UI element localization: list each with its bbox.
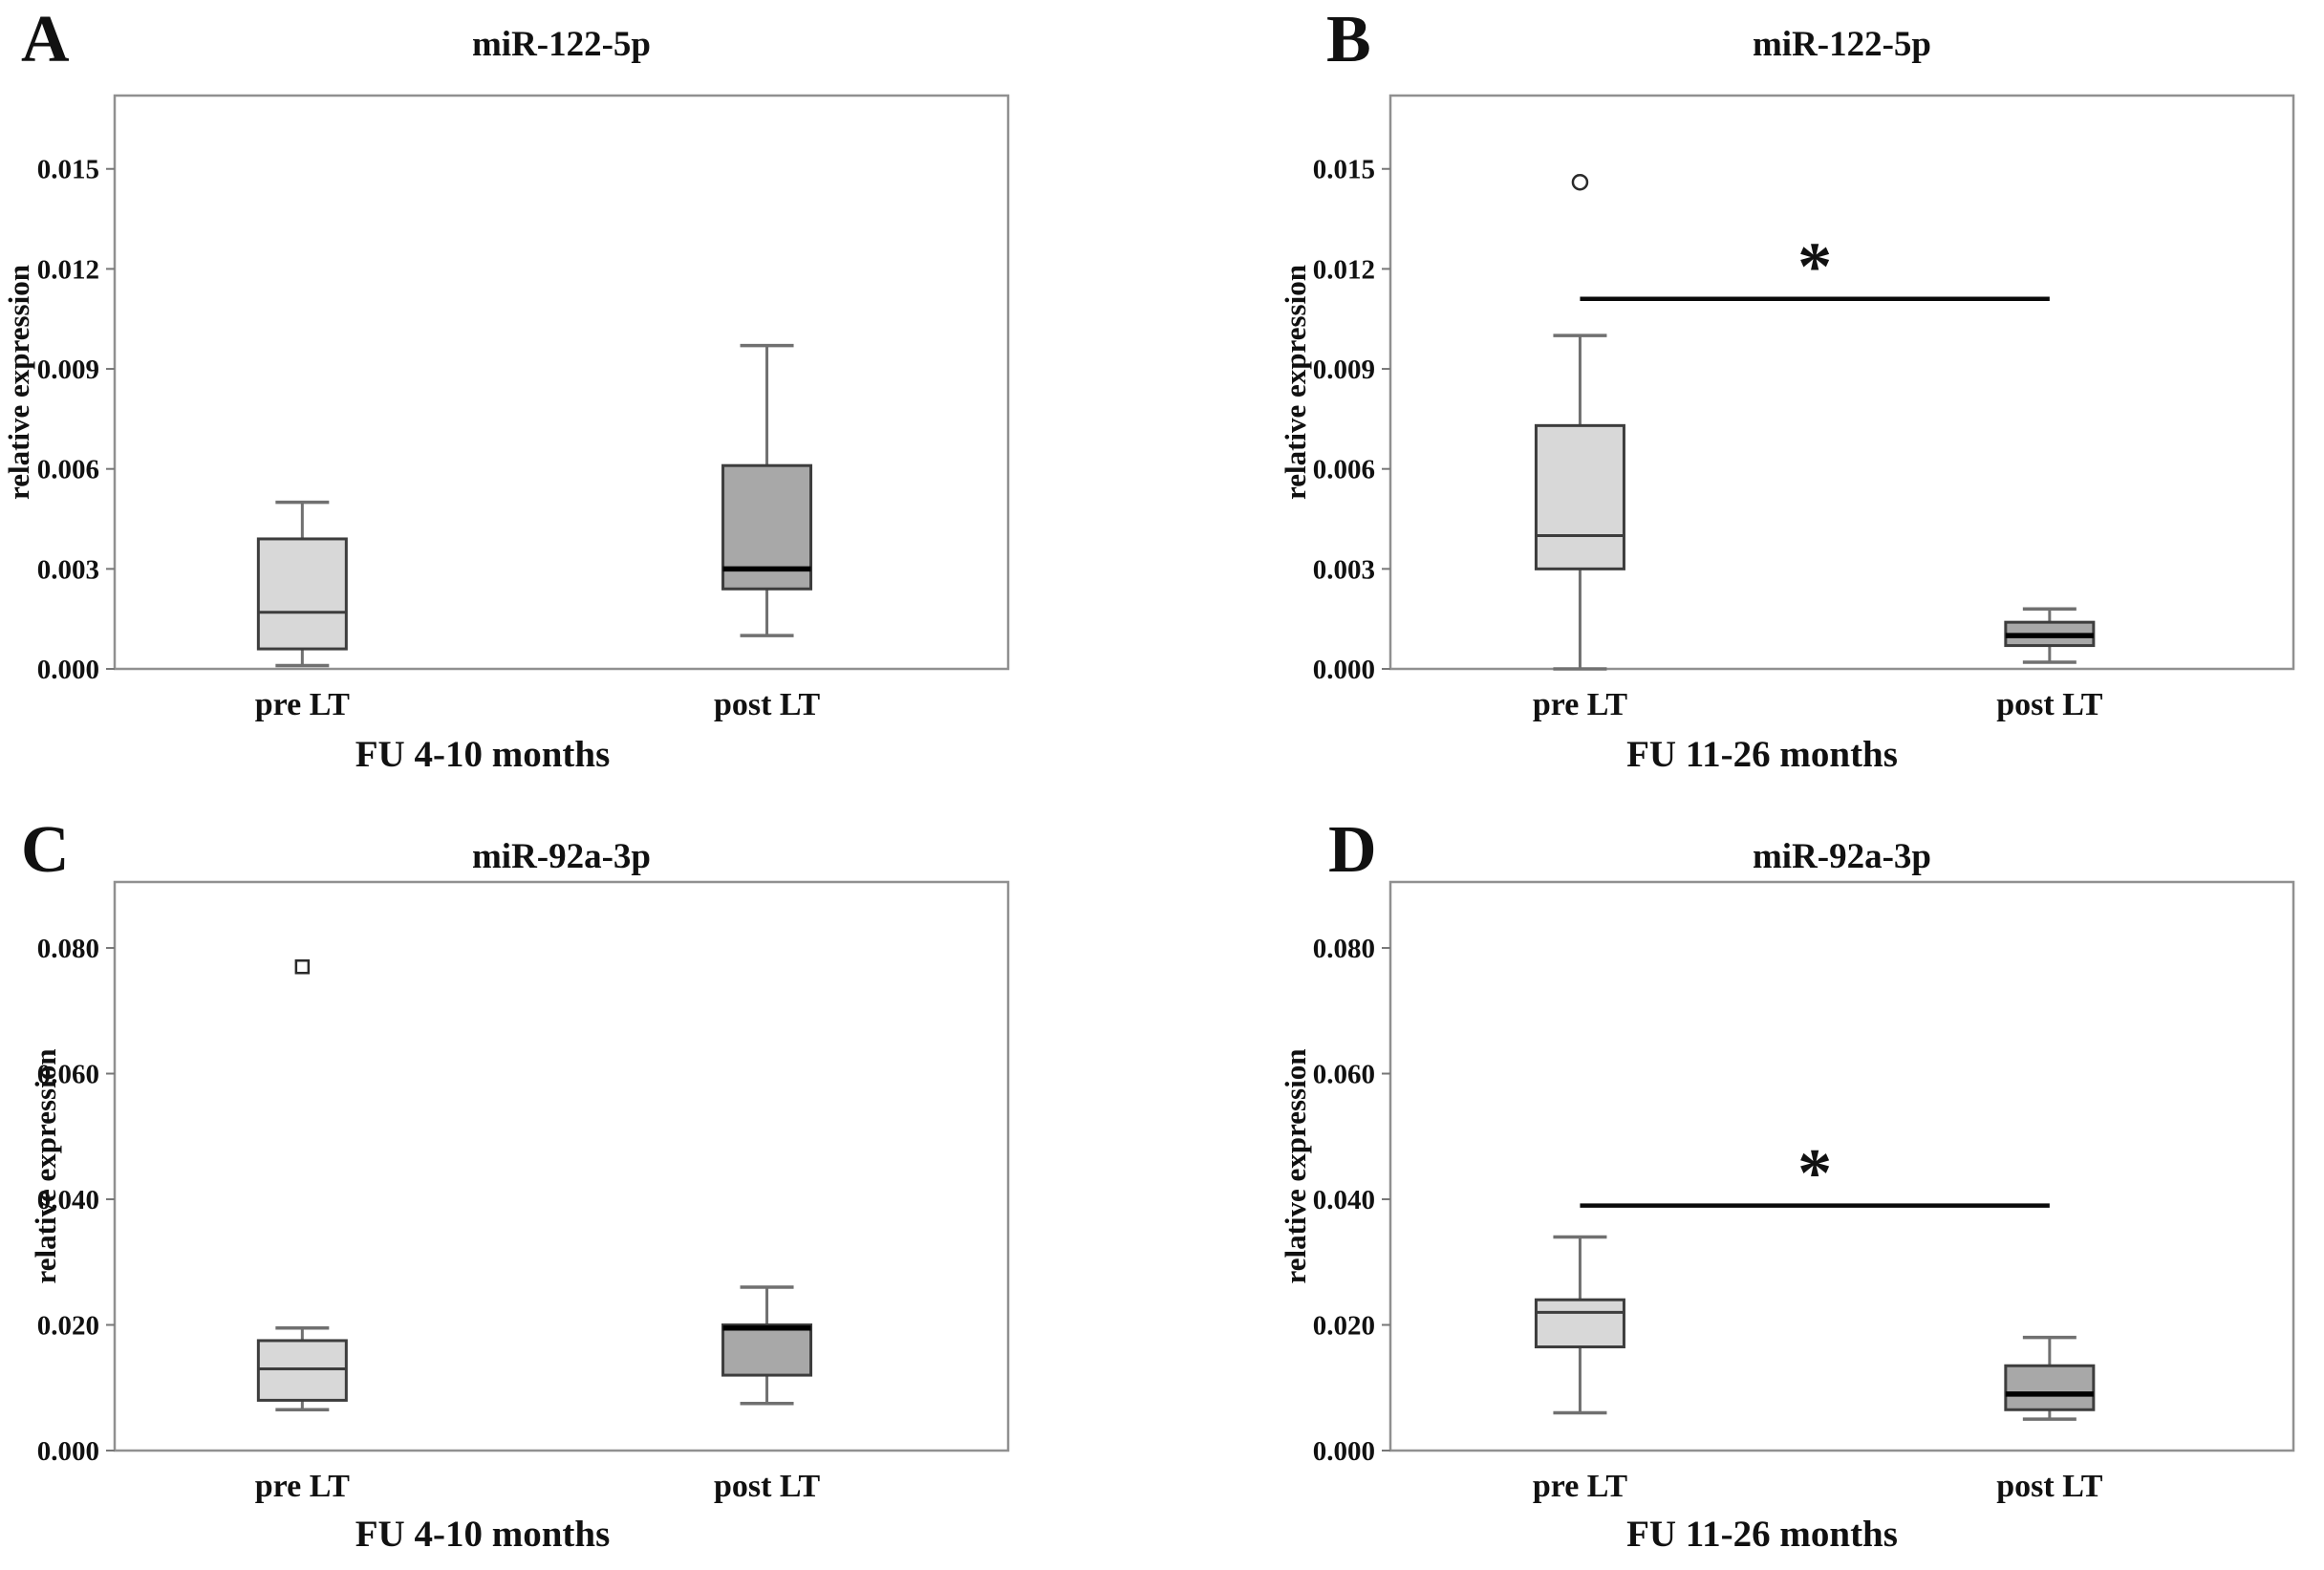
outlier-square [294, 959, 311, 975]
y-tick-label: 0.003 [1313, 554, 1375, 585]
y-tick-label: 0.003 [37, 554, 99, 585]
y-tick-label: 0.015 [1313, 155, 1375, 185]
y-tick-label: 0.080 [37, 934, 99, 964]
plot-area [113, 94, 1010, 671]
chart-title: miR-92a-3p [472, 837, 651, 876]
iqr-box [721, 1323, 813, 1377]
y-tick-label: 0.000 [37, 1436, 99, 1467]
significance-asterisk: * [1797, 228, 1832, 305]
y-tick-label: 0.060 [37, 1060, 99, 1090]
y-tick-label: 0.015 [37, 155, 99, 185]
y-tick-label: 0.080 [1313, 934, 1375, 964]
boxplot-pre-lt [1534, 333, 1625, 671]
y-axis-label: relative expression [1279, 265, 1312, 500]
iqr-box [256, 537, 348, 651]
chart-title: miR-122-5p [472, 25, 651, 64]
y-tick-label: 0.012 [37, 254, 99, 285]
x-axis-title: FU 4-10 months [355, 734, 611, 775]
boxplot-post-lt [2004, 607, 2096, 664]
panel-letter: D [1328, 813, 1377, 887]
plot-area [1388, 94, 2295, 671]
boxplot-post-lt [2004, 1335, 2096, 1421]
y-axis-label: relative expression [1279, 1049, 1312, 1284]
y-tick-label: 0.012 [1313, 254, 1375, 285]
iqr-box [256, 1339, 348, 1402]
boxplot-post-lt [721, 343, 813, 637]
y-tick-label: 0.006 [1313, 455, 1375, 485]
y-tick-label: 0.040 [1313, 1185, 1375, 1215]
y-axis-label: relative expression [2, 265, 35, 500]
y-tick-label: 0.000 [1313, 655, 1375, 685]
iqr-box [1534, 1298, 1625, 1349]
x-axis-title: FU 11-26 months [1626, 734, 1898, 775]
boxplot-pre-lt [256, 1326, 348, 1412]
outlier-circle [1571, 173, 1589, 191]
x-category-label: post LT [714, 687, 821, 722]
y-tick-label: 0.006 [37, 455, 99, 485]
plot-area [1388, 880, 2295, 1452]
y-tick-label: 0.020 [37, 1311, 99, 1342]
x-axis-title: FU 4-10 months [355, 1514, 611, 1555]
plot-area [113, 880, 1010, 1452]
boxplot-post-lt [721, 1285, 813, 1406]
iqr-box [2004, 1364, 2096, 1411]
y-tick-label: 0.009 [37, 355, 99, 385]
y-axis-label: relative expression [29, 1049, 62, 1284]
x-category-label: pre LT [255, 1469, 351, 1504]
iqr-box [1534, 423, 1625, 570]
boxplot-pre-lt [1534, 1235, 1625, 1415]
chart-title: miR-122-5p [1753, 25, 1931, 64]
x-category-label: post LT [1996, 687, 2103, 722]
y-tick-label: 0.040 [37, 1185, 99, 1215]
y-tick-label: 0.000 [37, 655, 99, 685]
x-category-label: pre LT [1533, 1469, 1628, 1504]
x-category-label: post LT [714, 1469, 821, 1504]
x-category-label: pre LT [1533, 687, 1628, 722]
panel-letter: A [21, 3, 70, 76]
significance-asterisk: * [1797, 1135, 1832, 1212]
y-tick-label: 0.060 [1313, 1060, 1375, 1090]
boxplot-pre-lt [256, 500, 348, 668]
x-category-label: post LT [1996, 1469, 2103, 1504]
x-axis-title: FU 11-26 months [1626, 1514, 1898, 1555]
y-tick-label: 0.020 [1313, 1311, 1375, 1342]
chart-title: miR-92a-3p [1753, 837, 1931, 876]
y-tick-label: 0.000 [1313, 1436, 1375, 1467]
panel-letter: C [21, 813, 70, 887]
y-tick-label: 0.009 [1313, 355, 1375, 385]
x-category-label: pre LT [255, 687, 351, 722]
panel-letter: B [1326, 3, 1371, 76]
